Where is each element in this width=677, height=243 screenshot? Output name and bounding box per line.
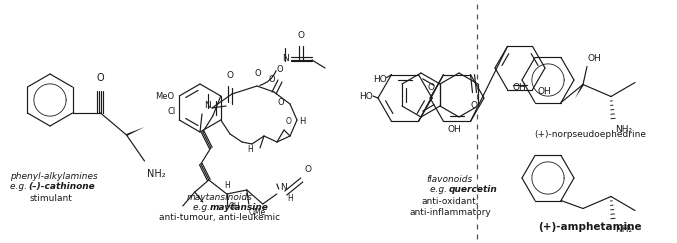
Text: O: O <box>227 71 234 80</box>
Text: OH: OH <box>538 87 551 96</box>
Text: maytansinoids: maytansinoids <box>187 193 253 202</box>
Text: flavonoids: flavonoids <box>427 175 473 184</box>
Text: O: O <box>427 83 435 92</box>
Text: OH: OH <box>512 83 526 92</box>
Text: O: O <box>97 73 104 83</box>
Text: O: O <box>286 117 292 126</box>
Text: O: O <box>297 31 305 40</box>
Text: O: O <box>305 165 312 174</box>
Text: stimulant: stimulant <box>30 194 73 203</box>
Text: anti-inflammatory: anti-inflammatory <box>409 208 491 217</box>
Text: (+)-amphetamine: (+)-amphetamine <box>538 222 642 232</box>
Text: phenyl-alkylamines: phenyl-alkylamines <box>10 172 97 181</box>
Text: e.g.: e.g. <box>430 185 450 194</box>
Text: O: O <box>278 97 284 106</box>
Text: e.g.: e.g. <box>10 182 30 191</box>
Text: O: O <box>269 75 276 84</box>
Text: anti-tumour, anti-leukemic: anti-tumour, anti-leukemic <box>160 213 280 222</box>
Text: O: O <box>277 65 283 74</box>
Text: OMe: OMe <box>248 208 266 217</box>
Text: HO: HO <box>373 75 387 84</box>
Text: N: N <box>204 101 211 110</box>
Text: OH: OH <box>447 125 461 134</box>
Text: OH: OH <box>588 53 602 62</box>
Text: H: H <box>299 116 305 125</box>
Text: NH₂: NH₂ <box>146 169 165 179</box>
Text: N: N <box>282 54 289 63</box>
Text: H: H <box>287 193 292 202</box>
Text: e.g.: e.g. <box>193 203 213 212</box>
Text: Cl: Cl <box>168 107 176 116</box>
Text: N: N <box>280 183 286 192</box>
Text: OH: OH <box>229 202 240 211</box>
Text: quercetin: quercetin <box>449 185 498 194</box>
Text: HO: HO <box>359 92 373 101</box>
Polygon shape <box>575 84 584 98</box>
Polygon shape <box>126 127 144 136</box>
Text: (–)-cathinone: (–)-cathinone <box>28 182 95 191</box>
Text: H: H <box>247 145 253 154</box>
Text: maytansine: maytansine <box>210 203 269 212</box>
Text: O: O <box>255 69 261 78</box>
Text: O: O <box>471 101 478 110</box>
Text: anti-oxidant,: anti-oxidant, <box>421 197 479 206</box>
Text: NH₂: NH₂ <box>615 225 632 234</box>
Text: NH₂: NH₂ <box>615 124 632 133</box>
Text: (+)-norpseudoephedrine: (+)-norpseudoephedrine <box>534 130 646 139</box>
Text: MeO: MeO <box>155 92 174 101</box>
Text: H: H <box>224 181 230 190</box>
